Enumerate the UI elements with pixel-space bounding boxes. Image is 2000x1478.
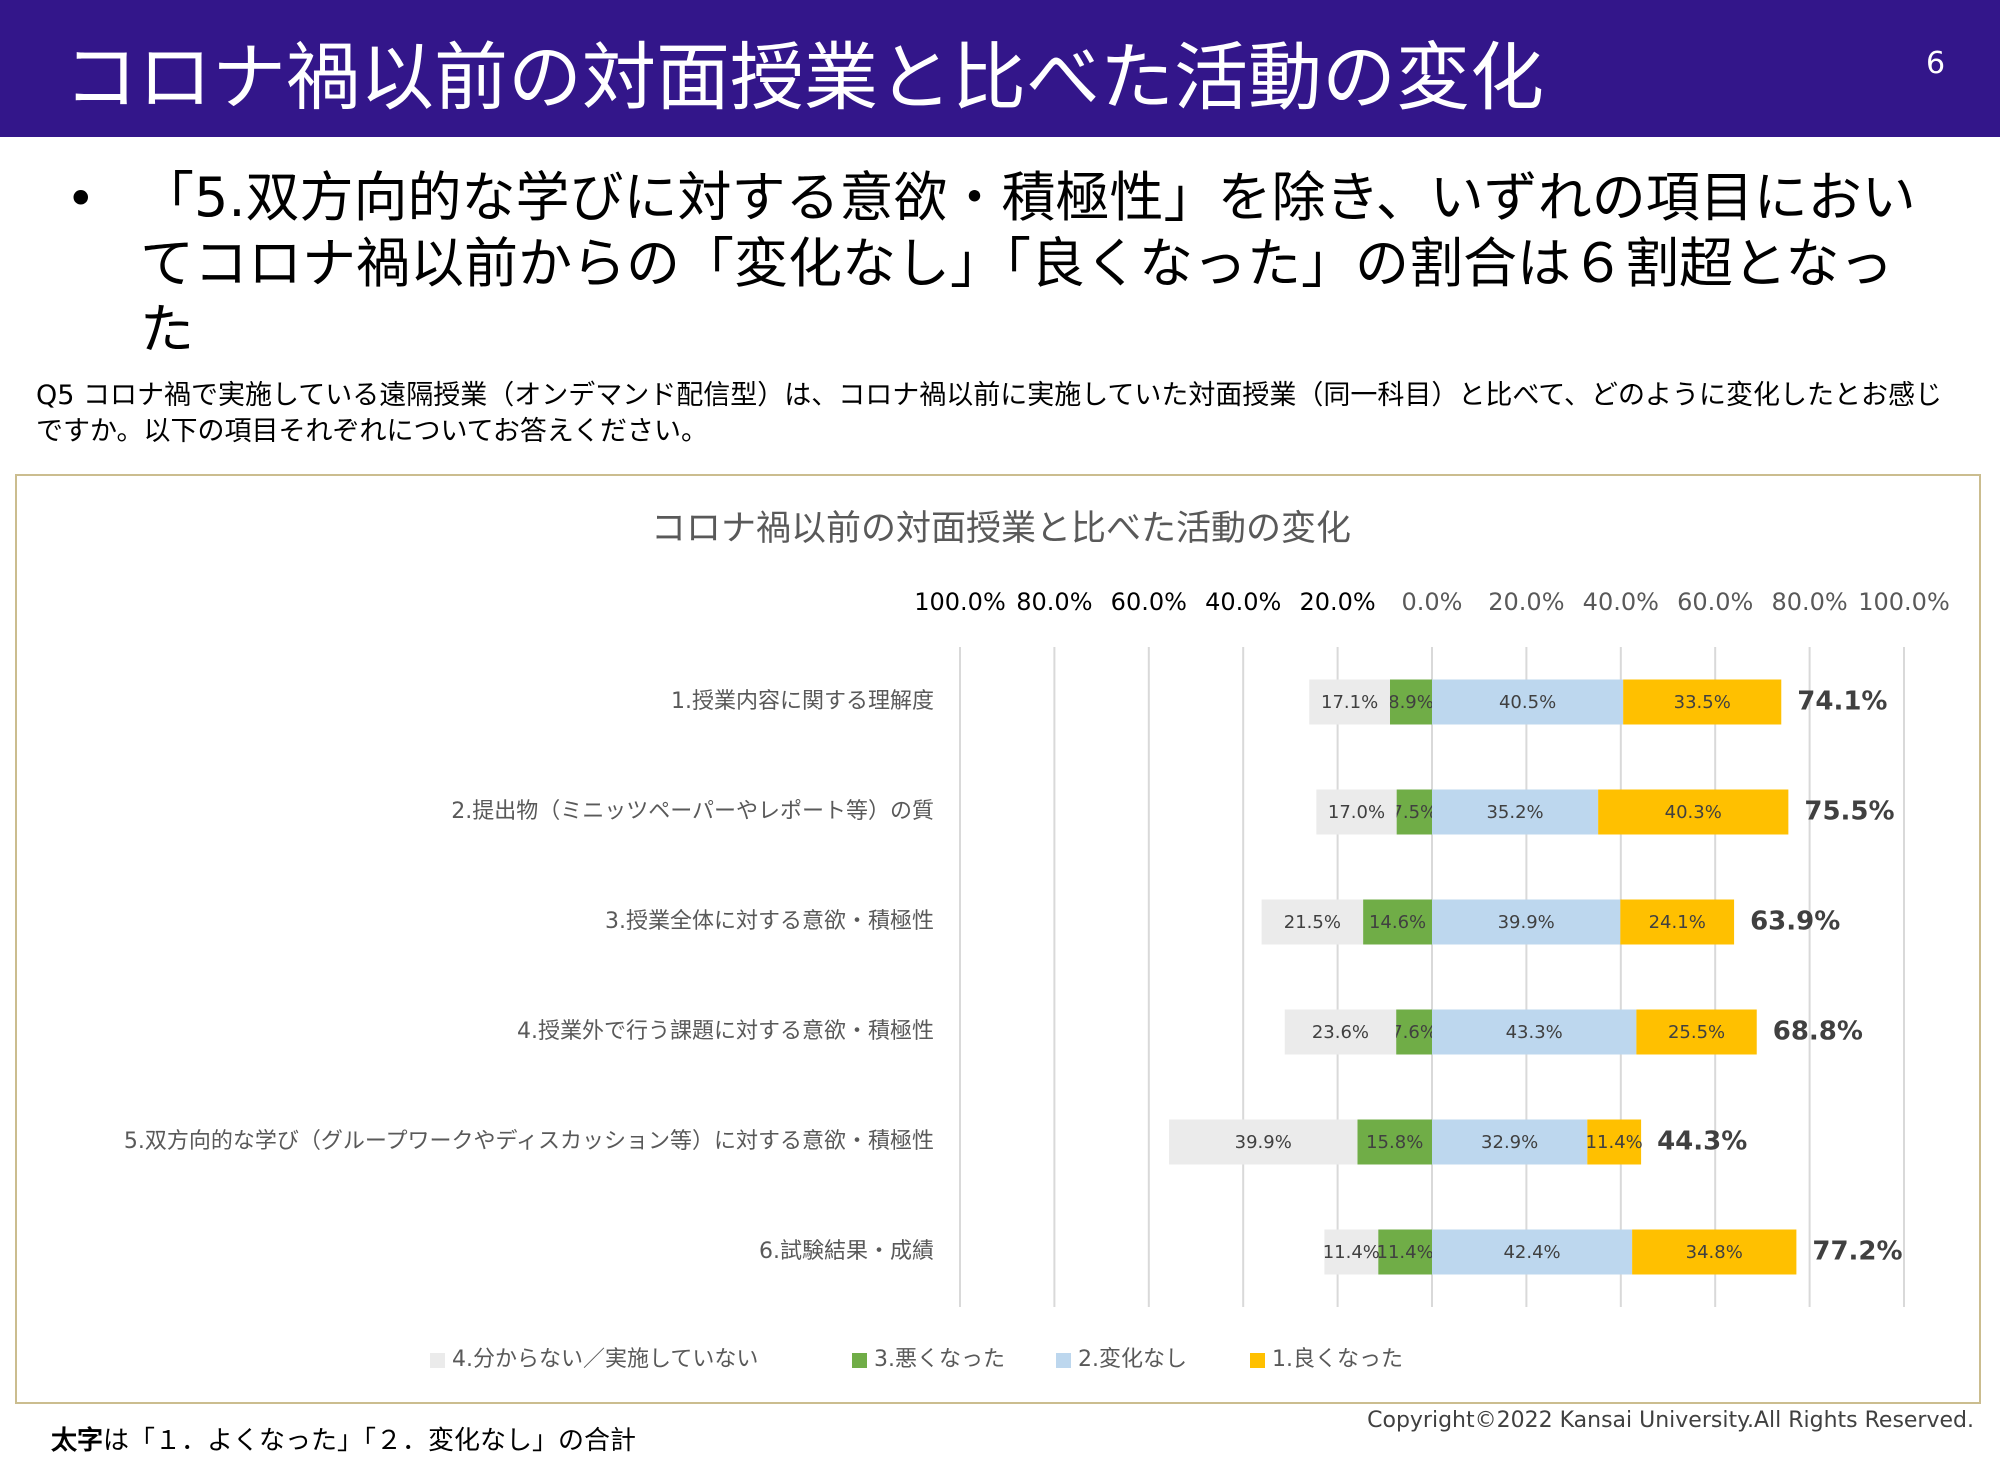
chart-title: コロナ禍以前の対面授業と比べた活動の変化	[651, 509, 1351, 549]
x-tick-label: 100.0%	[914, 588, 1006, 616]
bullet-marker: •	[66, 170, 96, 228]
value-label: 7.5%	[1391, 802, 1437, 823]
bar-segment	[1389, 679, 1432, 725]
bar-segment	[1324, 1229, 1379, 1275]
value-label: 25.5%	[1668, 1022, 1725, 1043]
value-label: 8.9%	[1388, 692, 1434, 713]
bar-segment	[1396, 1009, 1432, 1055]
chart-frame	[15, 474, 1981, 1404]
legend-label: 1.良くなった	[1272, 1347, 1403, 1372]
value-label: 7.6%	[1391, 1022, 1437, 1043]
legend-swatch	[430, 1353, 445, 1368]
legend-swatch	[1250, 1353, 1265, 1368]
bar-segment	[1396, 789, 1432, 835]
category-label: 1.授業内容に関する理解度	[671, 689, 934, 714]
value-label: 40.5%	[1499, 692, 1556, 713]
footnote: 太字は「１．よくなった」「２．変化なし」の合計	[51, 1420, 636, 1457]
value-label: 14.6%	[1369, 912, 1426, 933]
bar-segment	[1432, 1229, 1633, 1275]
value-label: 21.5%	[1284, 912, 1341, 933]
footnote-bold: 太字	[51, 1426, 104, 1456]
page-number: 6	[1926, 46, 1946, 81]
value-label: 39.9%	[1235, 1132, 1292, 1153]
legend-swatch	[1056, 1353, 1071, 1368]
total-label: 63.9%	[1750, 907, 1840, 937]
bar-segment	[1432, 679, 1624, 725]
value-label: 24.1%	[1649, 912, 1706, 933]
bar-segment	[1309, 679, 1390, 725]
value-label: 34.8%	[1686, 1242, 1743, 1263]
value-label: 32.9%	[1481, 1132, 1538, 1153]
category-label: 6.試験結果・成績	[759, 1239, 934, 1264]
value-label: 40.3%	[1665, 802, 1722, 823]
value-label: 11.4%	[1586, 1132, 1643, 1153]
x-tick-label: 20.0%	[1299, 588, 1375, 616]
value-label: 42.4%	[1503, 1242, 1560, 1263]
value-label: 11.4%	[1323, 1242, 1380, 1263]
bar-segment	[1284, 1009, 1397, 1055]
x-tick-label: 60.0%	[1111, 588, 1187, 616]
bar-segment	[1432, 789, 1599, 835]
bar-segment	[1623, 679, 1782, 725]
category-label: 5.双方向的な学び（グループワークやディスカッション等）に対する意欲・積極性	[123, 1129, 934, 1154]
value-label: 39.9%	[1498, 912, 1555, 933]
slide-title: コロナ禍以前の対面授業と比べた活動の変化	[64, 35, 1544, 121]
copyright: Copyright©2022 Kansai University.All Rig…	[1367, 1408, 1974, 1433]
bar-segment	[1632, 1229, 1797, 1275]
legend-label: 2.変化なし	[1078, 1347, 1187, 1372]
bar-segment	[1587, 1119, 1642, 1165]
category-label: 4.授業外で行う課題に対する意欲・積極性	[517, 1019, 934, 1044]
legend-swatch	[852, 1353, 867, 1368]
bar-segment	[1432, 899, 1621, 945]
category-label: 3.授業全体に対する意欲・積極性	[605, 909, 934, 934]
value-label: 15.8%	[1366, 1132, 1423, 1153]
bar-segment	[1363, 899, 1432, 945]
x-tick-label: 0.0%	[1402, 588, 1463, 616]
title-bar	[0, 0, 2000, 137]
legend-label: 4.分からない／実施していない	[452, 1347, 758, 1372]
x-tick-label: 100.0%	[1858, 588, 1950, 616]
bar-segment	[1357, 1119, 1432, 1165]
x-tick-label: 80.0%	[1771, 588, 1847, 616]
value-label: 17.1%	[1321, 692, 1378, 713]
x-tick-label: 40.0%	[1583, 588, 1659, 616]
value-label: 43.3%	[1506, 1022, 1563, 1043]
footnote-text: は「１．よくなった」「２．変化なし」の合計	[103, 1426, 637, 1456]
question: Q5 コロナ禍で実施している遠隔授業（オンデマンド配信型）は、コロナ禍以前に実施…	[36, 380, 1942, 447]
bar-segment	[1432, 1119, 1588, 1165]
bar-segment	[1316, 789, 1397, 835]
bullet-text: 「5.双方向的な学びに対する意欲・積極性」を除き、いずれの項目においてコロナ禍以…	[140, 166, 1916, 361]
bar-segment	[1636, 1009, 1757, 1055]
bar-segment	[1620, 899, 1735, 945]
bar-segment	[1432, 1009, 1637, 1055]
value-label: 35.2%	[1486, 802, 1543, 823]
bar-segment	[1261, 899, 1364, 945]
bar-segment	[1598, 789, 1789, 835]
total-label: 44.3%	[1657, 1127, 1747, 1157]
bar-segment	[1169, 1119, 1358, 1165]
bar-segment	[1378, 1229, 1432, 1275]
value-label: 11.4%	[1377, 1242, 1434, 1263]
x-tick-label: 20.0%	[1488, 588, 1564, 616]
value-label: 33.5%	[1674, 692, 1731, 713]
total-label: 75.5%	[1804, 797, 1894, 827]
value-label: 17.0%	[1328, 802, 1385, 823]
total-label: 68.8%	[1773, 1017, 1863, 1047]
legend-label: 3.悪くなった	[874, 1347, 1005, 1372]
value-label: 23.6%	[1312, 1022, 1369, 1043]
category-label: 2.提出物（ミニッツペーパーやレポート等）の質	[451, 799, 934, 824]
total-label: 77.2%	[1812, 1237, 1902, 1267]
x-tick-label: 60.0%	[1677, 588, 1753, 616]
total-label: 74.1%	[1797, 687, 1887, 717]
x-tick-label: 80.0%	[1016, 588, 1092, 616]
x-tick-label: 40.0%	[1205, 588, 1281, 616]
